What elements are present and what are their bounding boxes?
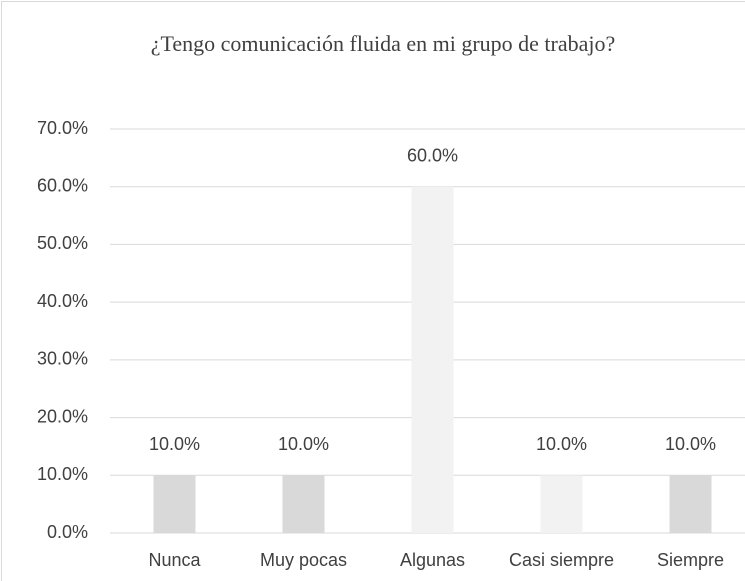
y-tick-label: 30.0% [37, 349, 88, 369]
data-label: 10.0% [665, 434, 716, 454]
y-tick-label: 60.0% [37, 175, 88, 195]
data-label: 10.0% [149, 434, 200, 454]
x-tick-label: Casi siempre [509, 550, 614, 570]
x-tick-label: Algunas [400, 550, 465, 570]
bar [282, 475, 325, 533]
bar [153, 475, 196, 533]
data-label: 10.0% [536, 434, 587, 454]
x-tick-label: Siempre [657, 550, 724, 570]
bar [540, 475, 583, 533]
y-tick-label: 50.0% [37, 233, 88, 253]
y-tick-label: 70.0% [37, 118, 88, 138]
y-tick-label: 40.0% [37, 291, 88, 311]
y-tick-label: 20.0% [37, 406, 88, 426]
y-tick-label: 0.0% [47, 522, 88, 542]
y-tick-label: 10.0% [37, 464, 88, 484]
x-tick-label: Muy pocas [260, 550, 347, 570]
data-label: 60.0% [407, 145, 458, 165]
bar [411, 186, 454, 533]
x-tick-label: Nunca [148, 550, 201, 570]
chart-title: ¿Tengo comunicación fluida en mi grupo d… [151, 31, 616, 56]
data-label: 10.0% [278, 434, 329, 454]
bar [669, 475, 712, 533]
